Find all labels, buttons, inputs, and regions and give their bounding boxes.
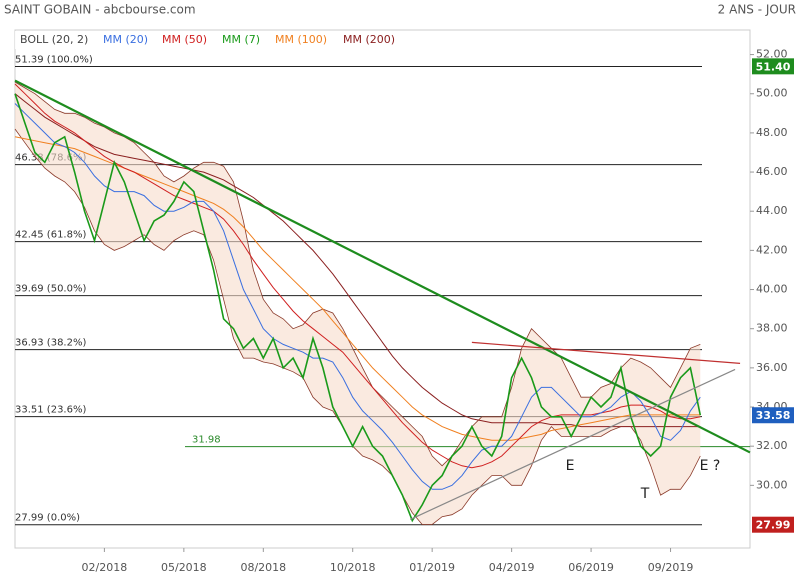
y-tick-label: 40.00	[756, 283, 788, 296]
fib-label: 27.99 (0.0%)	[15, 513, 80, 524]
legend-box	[15, 31, 400, 49]
y-tick-label: 50.00	[756, 87, 788, 100]
series-line	[14, 83, 701, 469]
y-tick-label: 48.00	[756, 126, 788, 139]
x-tick-label: 10/2018	[330, 561, 376, 574]
x-tick-label: 05/2018	[161, 561, 207, 574]
y-tick-label: 52.00	[756, 48, 788, 61]
legend-entry: MM (200)	[343, 33, 395, 46]
trendline	[14, 79, 751, 454]
chart-title: SAINT GOBAIN - abcbourse.com	[4, 3, 196, 17]
chart-subtitle: 2 ANS - JOUR	[718, 3, 796, 17]
price-badge	[752, 58, 794, 75]
x-tick-label: 06/2019	[568, 561, 614, 574]
trendline	[410, 368, 736, 520]
support-label: 31.98	[192, 435, 221, 446]
price-badge	[752, 516, 794, 533]
plot-frame	[14, 29, 751, 549]
legend-entry: BOLL (20, 2)	[20, 33, 88, 46]
fib-label: 36.93 (38.2%)	[15, 338, 86, 349]
x-tick-label: 01/2019	[409, 561, 455, 574]
price-badge	[752, 407, 794, 424]
legend: BOLL (20, 2) MM (20) MM (50) MM (7) MM (100)…	[15, 31, 400, 49]
annotation: E	[566, 458, 575, 474]
fib-label: 33.51 (23.6%)	[15, 405, 86, 416]
price-badge-label: 27.99	[756, 519, 791, 532]
x-tick-label: 04/2019	[489, 561, 535, 574]
annotation: E ?	[700, 458, 721, 474]
legend-entry: MM (20)	[103, 33, 148, 46]
y-tick-label: 36.00	[756, 361, 788, 374]
y-tick-label: 32.00	[756, 439, 788, 452]
series-line	[14, 93, 701, 428]
legend-entry: MM (100)	[275, 33, 327, 46]
x-tick-label: 08/2018	[240, 561, 286, 574]
series-line	[14, 103, 701, 490]
fib-label: 51.39 (100.0%)	[15, 55, 93, 66]
bollinger-lower	[14, 128, 701, 525]
y-tick-label: 44.00	[756, 204, 788, 217]
fib-label: 42.45 (61.8%)	[15, 230, 86, 241]
price-badge-label: 33.58	[756, 409, 791, 422]
y-tick-label: 42.00	[756, 243, 788, 256]
annotation: T	[640, 486, 650, 502]
series-line	[14, 93, 702, 523]
legend-entry: MM (7)	[222, 33, 260, 46]
price-badge-label: 51.40	[756, 60, 791, 73]
x-tick-label: 09/2019	[648, 561, 694, 574]
bollinger-upper	[14, 81, 701, 467]
y-tick-label: 38.00	[756, 322, 788, 335]
trendline	[471, 341, 741, 364]
y-tick-label: 30.00	[756, 478, 788, 491]
y-tick-label: 46.00	[756, 165, 788, 178]
x-tick-label: 02/2018	[82, 561, 128, 574]
legend-entry: MM (50)	[162, 33, 207, 46]
fib-label: 39.69 (50.0%)	[15, 284, 86, 295]
